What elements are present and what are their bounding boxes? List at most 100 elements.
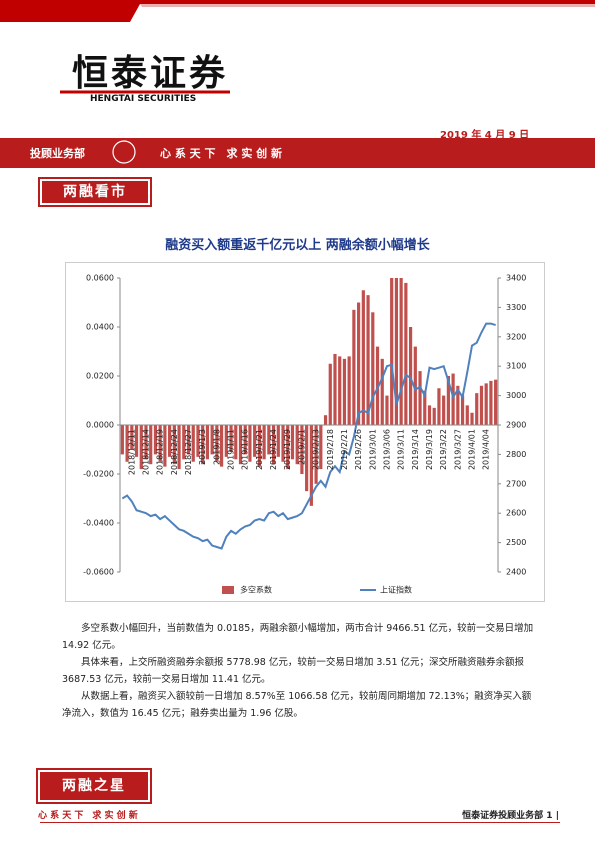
paragraph: 具体来看，上交所融资融券余额报 5778.98 亿元，较前一交易日增加 3.51… bbox=[62, 657, 525, 685]
bar bbox=[305, 425, 309, 492]
slogan: 心 系 天 下 求 实 创 新 bbox=[160, 147, 282, 160]
bar bbox=[338, 356, 342, 425]
y-tick-label: -0.0600 bbox=[83, 568, 114, 577]
bar bbox=[385, 395, 389, 425]
date: 2019 年 4 月 9 日 bbox=[440, 130, 530, 141]
bar bbox=[130, 425, 134, 450]
x-tick-label: 2018/12/24 bbox=[170, 429, 179, 475]
footer-rule bbox=[40, 822, 560, 823]
bar bbox=[271, 425, 276, 465]
bar bbox=[475, 393, 479, 425]
bar bbox=[267, 425, 271, 455]
x-tick-label: 2019/2/18 bbox=[326, 429, 335, 470]
bar bbox=[172, 425, 176, 465]
bar bbox=[201, 425, 205, 465]
bar bbox=[347, 356, 351, 425]
bar bbox=[149, 425, 153, 465]
x-tick-label: 2018/12/14 bbox=[141, 429, 150, 475]
bar bbox=[413, 346, 417, 425]
x-tick-label: 2019/2/26 bbox=[354, 429, 363, 470]
y-tick-label: 0.0600 bbox=[86, 274, 114, 283]
section-box: 两融看市 bbox=[38, 177, 152, 207]
bar bbox=[300, 425, 304, 474]
bar bbox=[323, 415, 328, 425]
bar bbox=[484, 383, 488, 425]
bar bbox=[144, 425, 148, 460]
y-tick-label: -0.0200 bbox=[83, 470, 114, 479]
x-tick-label: 2019/3/01 bbox=[368, 429, 377, 470]
legend-swatch bbox=[222, 586, 234, 594]
y-tick-label: 0.0000 bbox=[86, 421, 114, 430]
y-tick-label: -0.0400 bbox=[83, 519, 114, 528]
header-graphics bbox=[0, 0, 595, 168]
bar bbox=[352, 309, 356, 425]
x-tick-label: 2019/3/27 bbox=[453, 429, 462, 470]
bar bbox=[248, 425, 252, 462]
bar bbox=[456, 385, 460, 425]
department: 投顾业务部 bbox=[30, 147, 85, 160]
bar bbox=[196, 425, 200, 457]
x-tick-label: 2019/2/21 bbox=[340, 429, 349, 470]
chart: 0.0600 0.0400 0.0200 0.0000 -0.0200 -0.0400 -0… bbox=[65, 262, 545, 602]
bar bbox=[243, 425, 247, 455]
paragraph: 从数据上看，融资买入额较前一日增加 8.57%至 1066.58 亿元，较前周同… bbox=[62, 691, 532, 719]
logo-en: HENGTAI SECURITIES bbox=[90, 94, 197, 104]
y2-tick-label: 2400 bbox=[506, 568, 526, 577]
y2-tick-label: 2600 bbox=[506, 509, 526, 518]
logo: 恒泰证券 bbox=[72, 53, 229, 94]
bar bbox=[470, 412, 474, 425]
bar bbox=[163, 425, 167, 467]
x-tick-label: 2019/1/29 bbox=[283, 429, 292, 470]
bar bbox=[333, 353, 337, 425]
bar bbox=[418, 371, 422, 425]
bar bbox=[427, 405, 432, 425]
y2-tick-label: 2800 bbox=[506, 450, 526, 459]
bar bbox=[328, 363, 332, 425]
x-tick-label: 2019/3/19 bbox=[425, 429, 434, 470]
x-tick-label: 2019/3/06 bbox=[382, 429, 391, 470]
bar bbox=[494, 379, 498, 425]
bar bbox=[177, 425, 181, 470]
y-tick-label: 0.0400 bbox=[86, 323, 114, 332]
x-tick-label: 2019/1/16 bbox=[241, 429, 250, 470]
x-tick-label: 2019/4/04 bbox=[482, 429, 491, 470]
bar bbox=[205, 425, 210, 460]
y-tick-label: 0.0200 bbox=[86, 372, 114, 381]
bar bbox=[234, 425, 238, 460]
bar bbox=[253, 425, 257, 457]
y2-tick-label: 2900 bbox=[506, 421, 526, 430]
page-number: 恒泰证券投顾业务部 1 | bbox=[462, 811, 559, 821]
bar bbox=[134, 425, 139, 457]
bar bbox=[295, 425, 299, 465]
bar bbox=[262, 425, 266, 460]
bar bbox=[366, 295, 370, 425]
bar bbox=[219, 425, 224, 467]
x-tick-label: 2019/1/8 bbox=[212, 429, 221, 465]
x-tick-label: 2019/2/13 bbox=[312, 429, 321, 470]
bar bbox=[399, 278, 403, 425]
x-tick-label: 2019/3/22 bbox=[439, 429, 448, 470]
bar bbox=[380, 358, 384, 425]
bar bbox=[446, 376, 450, 425]
bar bbox=[257, 425, 261, 467]
bar bbox=[432, 407, 436, 425]
x-tick-label: 2018/12/11 bbox=[127, 429, 136, 475]
bar bbox=[394, 278, 399, 425]
bar bbox=[182, 425, 186, 460]
emblem bbox=[112, 140, 136, 164]
bar bbox=[361, 290, 365, 425]
chart-title: 融资买入额重返千亿元以上 两融余额小幅增长 bbox=[165, 238, 430, 253]
bar bbox=[120, 425, 124, 455]
footer-slogan: 心 系 天 下 求 实 创 新 bbox=[38, 811, 138, 821]
x-tick-label: 2019/4/01 bbox=[468, 429, 477, 470]
bar bbox=[125, 425, 129, 462]
x-tick-label: 2019/1/11 bbox=[227, 429, 236, 470]
x-tick-label: 2018/12/19 bbox=[156, 429, 165, 475]
x-tick-label: 2019/3/11 bbox=[397, 429, 406, 470]
x-tick-label: 2019/2/1 bbox=[297, 429, 306, 465]
bar bbox=[286, 425, 290, 470]
bar bbox=[210, 425, 214, 455]
bar bbox=[460, 395, 465, 425]
legend-label: 多空系数 bbox=[240, 585, 272, 595]
bar bbox=[186, 425, 191, 455]
